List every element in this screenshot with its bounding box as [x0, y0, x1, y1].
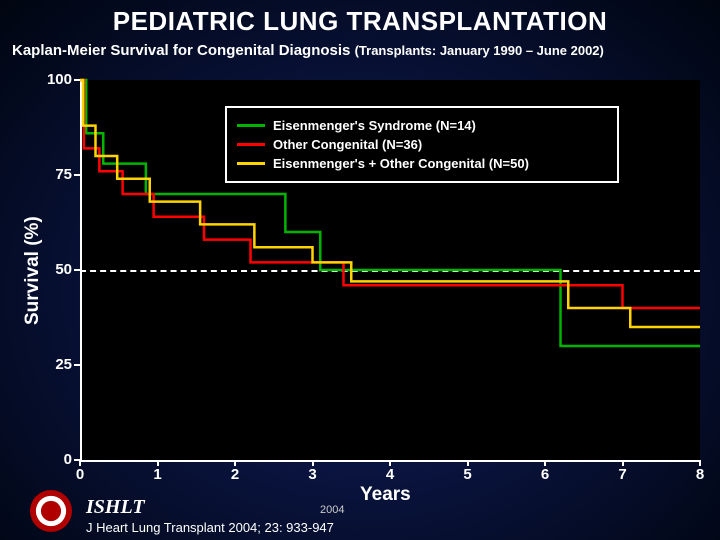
y-tick-label: 0 — [32, 451, 72, 468]
y-tick — [74, 79, 80, 81]
x-tick — [467, 460, 469, 466]
x-tick — [157, 460, 159, 466]
legend-swatch — [237, 143, 265, 146]
x-tick — [699, 460, 701, 466]
slide: PEDIATRIC LUNG TRANSPLANTATION Kaplan-Me… — [0, 0, 720, 540]
y-tick — [74, 364, 80, 366]
x-tick — [622, 460, 624, 466]
x-tick — [312, 460, 314, 466]
ishlt-logo-icon — [30, 490, 72, 537]
footer-citation: J Heart Lung Transplant 2004; 23: 933-94… — [86, 520, 334, 535]
y-tick-label: 75 — [32, 166, 72, 183]
x-tick-label: 5 — [458, 466, 478, 483]
legend-item: Eisenmenger's + Other Congenital (N=50) — [237, 156, 607, 171]
y-tick-label: 50 — [32, 261, 72, 278]
legend-label: Other Congenital (N=36) — [273, 137, 422, 152]
x-tick-label: 8 — [690, 466, 710, 483]
x-tick-label: 6 — [535, 466, 555, 483]
subtitle-main: Kaplan-Meier Survival for Congenital Dia… — [12, 42, 350, 59]
y-tick-label: 25 — [32, 356, 72, 373]
y-tick — [74, 269, 80, 271]
x-tick-label: 1 — [148, 466, 168, 483]
x-tick-label: 3 — [303, 466, 323, 483]
page-title: PEDIATRIC LUNG TRANSPLANTATION — [0, 6, 720, 37]
subtitle-note: (Transplants: January 1990 – June 2002) — [355, 43, 604, 58]
legend-swatch — [237, 124, 265, 127]
legend-swatch — [237, 162, 265, 165]
footer-org: ISHLT — [86, 496, 145, 519]
subtitle: Kaplan-Meier Survival for Congenital Dia… — [12, 42, 708, 59]
x-tick — [234, 460, 236, 466]
legend-item: Eisenmenger's Syndrome (N=14) — [237, 118, 607, 133]
x-tick — [79, 460, 81, 466]
legend-label: Eisenmenger's Syndrome (N=14) — [273, 118, 476, 133]
x-tick-label: 7 — [613, 466, 633, 483]
y-tick — [74, 174, 80, 176]
x-tick — [544, 460, 546, 466]
x-axis-title: Years — [360, 484, 411, 506]
legend: Eisenmenger's Syndrome (N=14) Other Conge… — [225, 106, 619, 183]
x-tick — [389, 460, 391, 466]
legend-label: Eisenmenger's + Other Congenital (N=50) — [273, 156, 529, 171]
footer-year: 2004 — [320, 504, 344, 516]
x-tick-label: 2 — [225, 466, 245, 483]
x-tick-label: 0 — [70, 466, 90, 483]
x-tick-label: 4 — [380, 466, 400, 483]
legend-item: Other Congenital (N=36) — [237, 137, 607, 152]
y-tick-label: 100 — [32, 71, 72, 88]
